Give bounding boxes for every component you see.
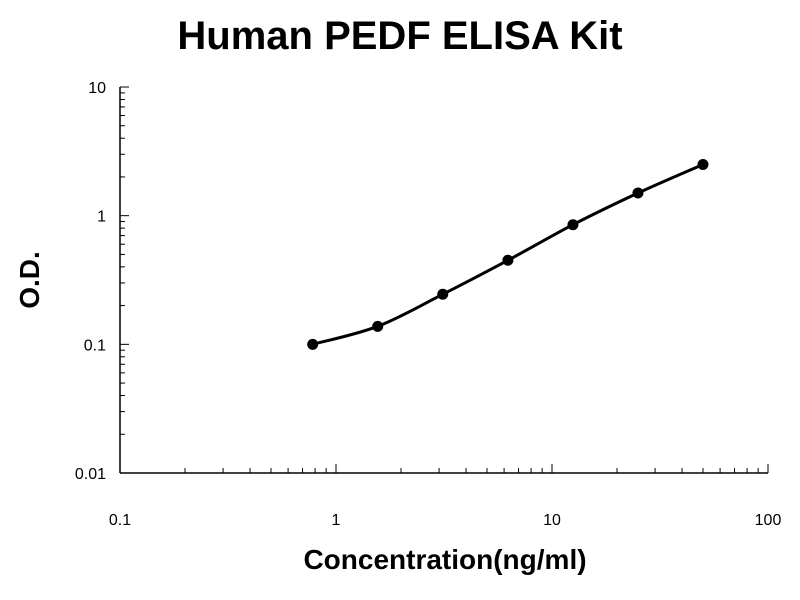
series bbox=[312, 163, 704, 346]
data-point bbox=[372, 320, 384, 332]
x-tick-label: 100 bbox=[755, 512, 782, 529]
x-tick-label: 0.1 bbox=[109, 512, 131, 529]
y-axis-title: O.D. bbox=[14, 251, 45, 309]
data-point bbox=[307, 338, 319, 350]
y-tick-label: 0.01 bbox=[75, 466, 106, 483]
y-tick-label: 0.1 bbox=[84, 337, 106, 354]
series-line bbox=[312, 163, 704, 346]
y-tick-label: 1 bbox=[97, 209, 106, 226]
tick-labels: 0.1 1 10 100 0.01 0.1 1 10 bbox=[75, 80, 782, 529]
x-tick-label: 10 bbox=[543, 512, 561, 529]
data-point bbox=[567, 219, 579, 231]
data-point bbox=[697, 158, 709, 170]
y-tick-label: 10 bbox=[88, 80, 106, 97]
x-axis-title: Concentration(ng/ml) bbox=[303, 544, 587, 575]
x-tick-label: 1 bbox=[332, 512, 341, 529]
data-point bbox=[502, 254, 514, 266]
data-points bbox=[307, 158, 709, 350]
chart-title: Human PEDF ELISA Kit bbox=[177, 14, 623, 58]
ticks bbox=[119, 86, 769, 474]
data-point bbox=[632, 187, 644, 199]
data-point bbox=[437, 288, 449, 300]
axes bbox=[119, 87, 768, 474]
